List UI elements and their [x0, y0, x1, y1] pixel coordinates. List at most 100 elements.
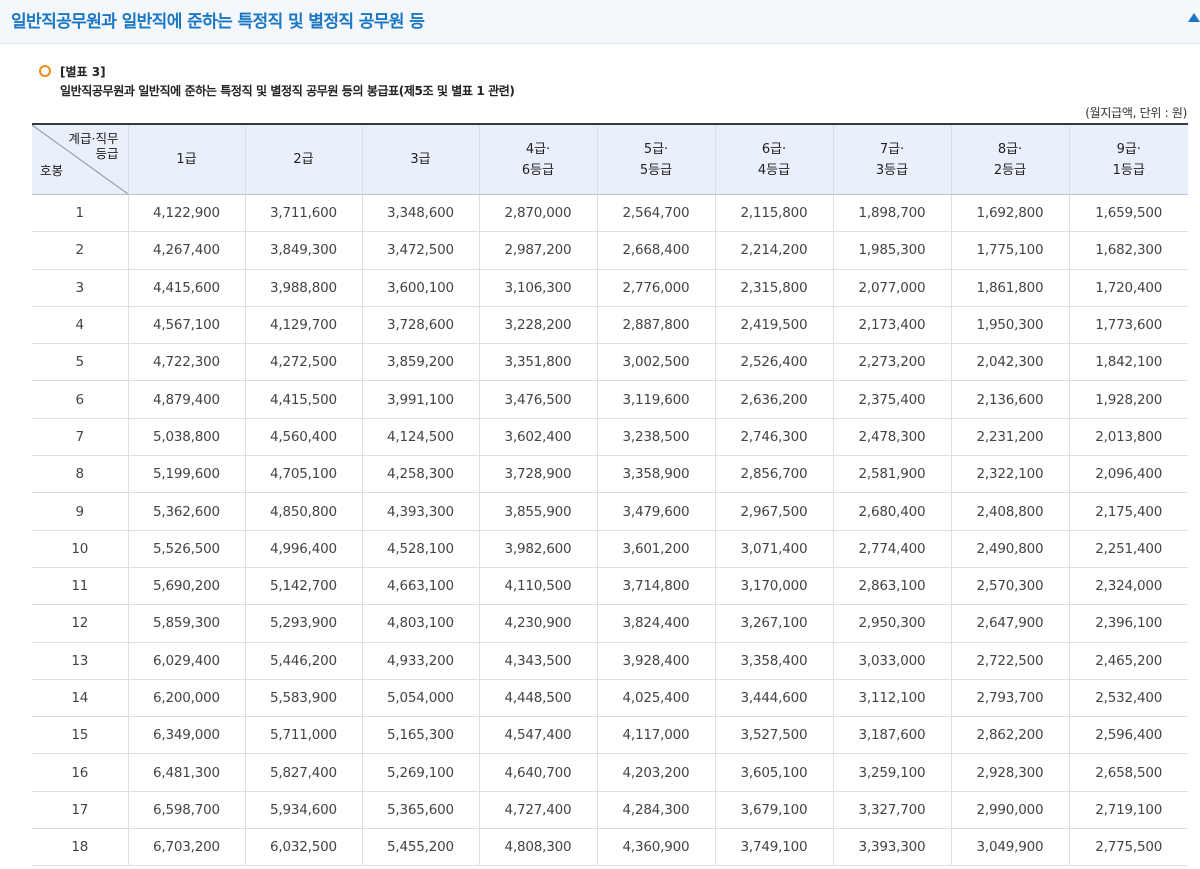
salary-table: 계급·직무 등급 호봉 1급 2급 3급 4급· 6등급 5급· 5등급 6급· 4등급 7급· 3…	[32, 123, 1188, 867]
table-row: 7 5,038,800 4,560,400 4,124,500 3,602,400 3,2…	[32, 418, 1188, 457]
salary-cell: 4,567,100	[128, 306, 246, 345]
salary-cell: 5,690,200	[128, 567, 246, 606]
salary-cell: 1,950,300	[951, 306, 1070, 345]
salary-cell: 2,990,000	[951, 791, 1070, 830]
triangle-up-icon[interactable]	[1188, 13, 1200, 22]
grade-column-header: 5급· 5등급	[597, 124, 716, 195]
grade-column-header: 6급· 4등급	[715, 124, 834, 195]
salary-cell: 4,230,900	[479, 604, 598, 643]
step-cell: 1	[32, 194, 129, 233]
step-cell: 10	[32, 530, 129, 568]
salary-cell: 1,985,300	[833, 231, 952, 270]
salary-cell: 4,203,200	[597, 753, 716, 792]
salary-cell: 4,117,000	[597, 716, 716, 755]
salary-cell: 3,238,500	[597, 418, 716, 457]
salary-cell: 1,928,200	[1069, 380, 1188, 419]
table-row: 3 4,415,600 3,988,800 3,600,100 3,106,300 2,7…	[32, 269, 1188, 307]
salary-cell: 2,775,500	[1069, 828, 1188, 867]
salary-cell: 2,077,000	[833, 269, 952, 307]
salary-cell: 4,448,500	[479, 679, 598, 718]
step-cell: 12	[32, 604, 129, 643]
grade-column-sublabel: 3등급	[875, 162, 909, 178]
corner-header-cell: 계급·직무 등급 호봉	[32, 124, 129, 195]
salary-cell: 5,526,500	[128, 530, 246, 568]
grade-column-header: 1급	[128, 124, 246, 195]
salary-cell: 2,987,200	[479, 231, 598, 270]
salary-cell: 3,479,600	[597, 492, 716, 531]
salary-cell: 2,719,100	[1069, 791, 1188, 830]
grade-column-sublabel: 2등급	[993, 162, 1027, 178]
salary-cell: 2,465,200	[1069, 642, 1188, 680]
salary-cell: 1,898,700	[833, 194, 952, 233]
salary-cell: 3,112,100	[833, 679, 952, 718]
salary-cell: 2,887,800	[597, 306, 716, 345]
salary-cell: 4,360,900	[597, 828, 716, 867]
grade-column-label: 9급·	[1116, 141, 1141, 157]
table-row: 11 5,690,200 5,142,700 4,663,100 4,110,500 3,…	[32, 567, 1188, 606]
step-cell: 2	[32, 231, 129, 270]
salary-cell: 4,272,500	[245, 343, 363, 382]
grade-column-header: 3급	[362, 124, 480, 195]
salary-cell: 1,842,100	[1069, 343, 1188, 382]
step-cell: 16	[32, 753, 129, 792]
salary-cell: 2,532,400	[1069, 679, 1188, 718]
table-row: 15 6,349,000 5,711,000 5,165,300 4,547,400 4,…	[32, 716, 1188, 755]
salary-cell: 5,827,400	[245, 753, 363, 792]
appendix-label: [별표 3]	[60, 65, 106, 79]
salary-cell: 1,659,500	[1069, 194, 1188, 233]
grade-column-sublabel: 1등급	[1112, 162, 1145, 178]
salary-cell: 4,663,100	[362, 567, 480, 606]
step-cell: 8	[32, 455, 129, 494]
salary-cell: 3,071,400	[715, 530, 834, 568]
salary-cell: 2,396,100	[1069, 604, 1188, 643]
salary-cell: 3,358,400	[715, 642, 834, 680]
salary-cell: 2,722,500	[951, 642, 1070, 680]
step-cell: 15	[32, 716, 129, 755]
salary-cell: 2,490,800	[951, 530, 1070, 568]
salary-cell: 6,200,000	[128, 679, 246, 718]
salary-cell: 1,682,300	[1069, 231, 1188, 270]
salary-cell: 2,013,800	[1069, 418, 1188, 457]
salary-cell: 4,110,500	[479, 567, 598, 606]
salary-cell: 6,481,300	[128, 753, 246, 792]
salary-cell: 2,175,400	[1069, 492, 1188, 531]
salary-cell: 1,720,400	[1069, 269, 1188, 307]
salary-cell: 3,170,000	[715, 567, 834, 606]
step-cell: 6	[32, 380, 129, 419]
corner-diagonal-line	[32, 125, 127, 194]
top-header-bar: 일반직공무원과 일반직에 준하는 특정직 및 별정직 공무원 등	[0, 0, 1200, 44]
salary-cell: 3,002,500	[597, 343, 716, 382]
salary-cell: 5,934,600	[245, 791, 363, 830]
salary-cell: 6,349,000	[128, 716, 246, 755]
salary-cell: 2,776,000	[597, 269, 716, 307]
salary-cell: 4,129,700	[245, 306, 363, 345]
table-row: 5 4,722,300 4,272,500 3,859,200 3,351,800 3,0…	[32, 343, 1188, 382]
salary-cell: 2,658,500	[1069, 753, 1188, 792]
table-row: 6 4,879,400 4,415,500 3,991,100 3,476,500 3,1…	[32, 380, 1188, 419]
salary-cell: 4,415,600	[128, 269, 246, 307]
table-row: 14 6,200,000 5,583,900 5,054,000 4,448,500 4,…	[32, 679, 1188, 718]
salary-cell: 2,774,400	[833, 530, 952, 568]
grade-column-label: 1급	[176, 152, 197, 167]
salary-cell: 4,803,100	[362, 604, 480, 643]
salary-cell: 4,722,300	[128, 343, 246, 382]
table-row: 4 4,567,100 4,129,700 3,728,600 3,228,200 2,8…	[32, 306, 1188, 345]
salary-cell: 5,165,300	[362, 716, 480, 755]
salary-cell: 4,850,800	[245, 492, 363, 531]
salary-cell: 4,393,300	[362, 492, 480, 531]
salary-cell: 3,714,800	[597, 567, 716, 606]
salary-cell: 1,773,600	[1069, 306, 1188, 345]
grade-column-sublabel: 6등급	[521, 162, 555, 178]
salary-cell: 2,636,200	[715, 380, 834, 419]
salary-cell: 4,933,200	[362, 642, 480, 680]
salary-cell: 3,106,300	[479, 269, 598, 307]
salary-cell: 3,476,500	[479, 380, 598, 419]
salary-cell: 3,259,100	[833, 753, 952, 792]
salary-cell: 2,668,400	[597, 231, 716, 270]
salary-cell: 5,446,200	[245, 642, 363, 680]
salary-cell: 2,214,200	[715, 231, 834, 270]
salary-cell: 2,419,500	[715, 306, 834, 345]
salary-cell: 4,025,400	[597, 679, 716, 718]
salary-cell: 2,315,800	[715, 269, 834, 307]
salary-cell: 5,142,700	[245, 567, 363, 606]
